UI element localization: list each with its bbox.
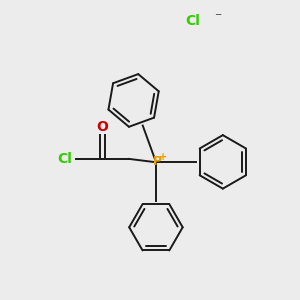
Text: ⁻: ⁻	[214, 11, 221, 25]
Text: O: O	[97, 120, 108, 134]
Text: Cl: Cl	[57, 152, 72, 166]
Text: Cl: Cl	[186, 14, 200, 28]
Text: +: +	[159, 152, 167, 161]
Text: P: P	[153, 155, 162, 168]
